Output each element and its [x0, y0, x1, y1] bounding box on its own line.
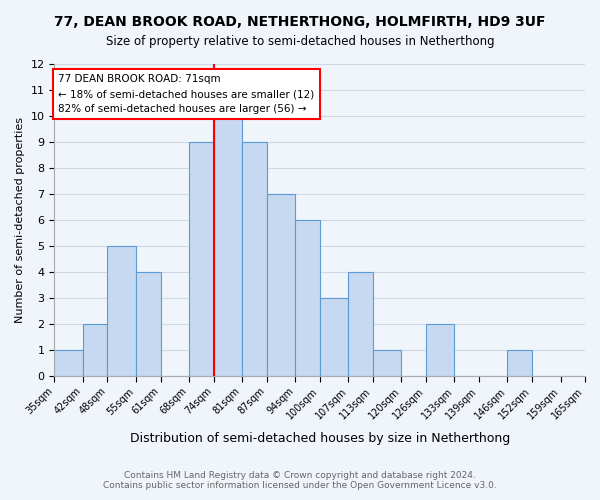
- Bar: [136, 272, 161, 376]
- Bar: [189, 142, 214, 376]
- Text: 77, DEAN BROOK ROAD, NETHERTHONG, HOLMFIRTH, HD9 3UF: 77, DEAN BROOK ROAD, NETHERTHONG, HOLMFI…: [54, 15, 546, 29]
- Bar: [242, 142, 266, 376]
- Bar: [373, 350, 401, 376]
- Text: 77 DEAN BROOK ROAD: 71sqm
← 18% of semi-detached houses are smaller (12)
82% of : 77 DEAN BROOK ROAD: 71sqm ← 18% of semi-…: [58, 74, 315, 114]
- Bar: [348, 272, 373, 376]
- Bar: [266, 194, 295, 376]
- Bar: [320, 298, 348, 376]
- Bar: [55, 350, 83, 376]
- Bar: [214, 116, 242, 376]
- Bar: [107, 246, 136, 376]
- Y-axis label: Number of semi-detached properties: Number of semi-detached properties: [15, 117, 25, 323]
- Text: Size of property relative to semi-detached houses in Netherthong: Size of property relative to semi-detach…: [106, 35, 494, 48]
- X-axis label: Distribution of semi-detached houses by size in Netherthong: Distribution of semi-detached houses by …: [130, 432, 510, 445]
- Text: Contains HM Land Registry data © Crown copyright and database right 2024.
Contai: Contains HM Land Registry data © Crown c…: [103, 470, 497, 490]
- Bar: [83, 324, 107, 376]
- Bar: [508, 350, 532, 376]
- Bar: [295, 220, 320, 376]
- Bar: [426, 324, 454, 376]
